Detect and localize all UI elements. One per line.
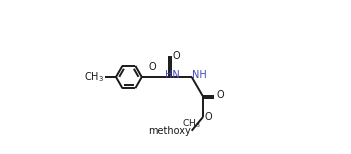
Text: methoxy: methoxy [148, 126, 191, 136]
Text: O: O [172, 51, 180, 61]
Text: NH: NH [192, 71, 206, 81]
Text: O: O [205, 112, 212, 122]
Text: CH$_3$: CH$_3$ [183, 118, 201, 130]
Text: O: O [148, 62, 156, 72]
Text: O: O [216, 89, 224, 99]
Text: HN: HN [165, 71, 180, 81]
Text: CH$_3$: CH$_3$ [84, 70, 104, 84]
